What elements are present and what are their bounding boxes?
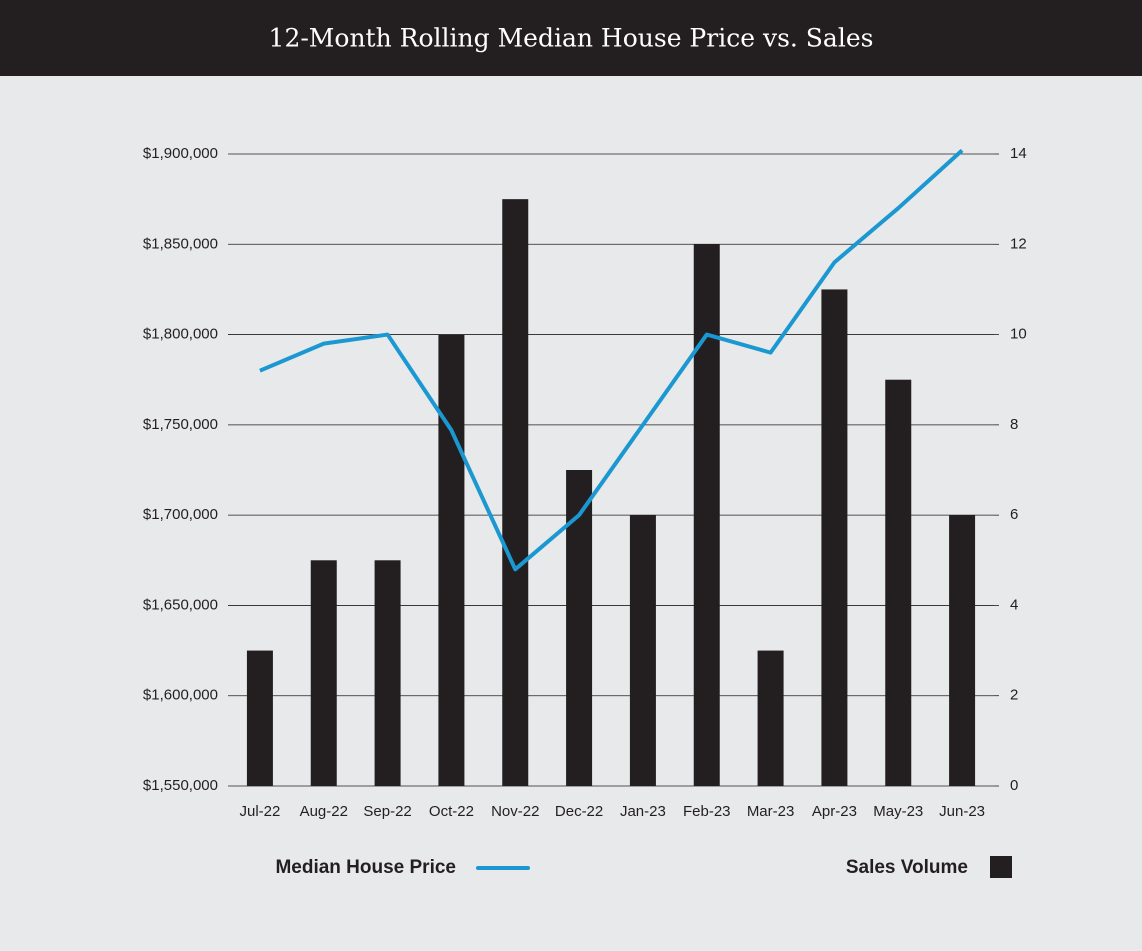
bar bbox=[885, 379, 912, 786]
y-tick-label: $1,750,000 bbox=[143, 416, 218, 433]
x-tick-label: Nov-22 bbox=[491, 803, 539, 820]
header bbox=[0, 0, 1142, 76]
x-tick-label: Feb-23 bbox=[683, 803, 731, 820]
y-tick-label: $1,900,000 bbox=[143, 145, 218, 162]
x-tick-label: May-23 bbox=[873, 803, 923, 820]
bar bbox=[438, 334, 465, 786]
y2-tick-label: 2 bbox=[1010, 687, 1018, 704]
y2-tick-label: 12 bbox=[1010, 235, 1027, 252]
bar bbox=[821, 289, 848, 786]
bar bbox=[693, 244, 720, 787]
x-tick-label: Aug-22 bbox=[300, 803, 348, 820]
bar bbox=[949, 515, 976, 786]
legend-label: Sales Volume bbox=[846, 857, 968, 878]
x-tick-label: Apr-23 bbox=[812, 803, 857, 820]
y-tick-label: $1,550,000 bbox=[143, 777, 218, 794]
legend-swatch bbox=[990, 856, 1012, 878]
x-tick-label: Jun-23 bbox=[939, 803, 985, 820]
x-tick-label: Sep-22 bbox=[363, 803, 411, 820]
bar bbox=[757, 650, 784, 786]
bar bbox=[246, 650, 273, 786]
y2-tick-label: 0 bbox=[1010, 777, 1018, 794]
y2-tick-label: 14 bbox=[1010, 145, 1027, 162]
legend-label: Median House Price bbox=[275, 857, 456, 878]
x-tick-label: Dec-22 bbox=[555, 803, 603, 820]
line bbox=[259, 148, 964, 572]
y2-tick-label: 8 bbox=[1010, 416, 1018, 433]
x-tick-label: Jan-23 bbox=[620, 803, 666, 820]
chart-title: 12-Month Rolling Median House Price vs. … bbox=[269, 24, 874, 53]
bar bbox=[310, 560, 337, 786]
y-tick-label: $1,650,000 bbox=[143, 596, 218, 613]
x-tick-label: Mar-23 bbox=[747, 803, 795, 820]
y2-tick-label: 10 bbox=[1010, 326, 1027, 343]
bar bbox=[629, 515, 656, 786]
y-tick-label: $1,850,000 bbox=[143, 235, 218, 252]
x-tick-label: Jul-22 bbox=[239, 803, 280, 820]
y-tick-label: $1,800,000 bbox=[143, 326, 218, 343]
y-tick-label: $1,700,000 bbox=[143, 506, 218, 523]
y2-tick-label: 4 bbox=[1010, 596, 1018, 613]
bar bbox=[374, 560, 401, 786]
y2-tick-label: 6 bbox=[1010, 506, 1018, 523]
bar bbox=[502, 199, 529, 787]
y-tick-label: $1,600,000 bbox=[143, 687, 218, 704]
x-tick-label: Oct-22 bbox=[429, 803, 474, 820]
